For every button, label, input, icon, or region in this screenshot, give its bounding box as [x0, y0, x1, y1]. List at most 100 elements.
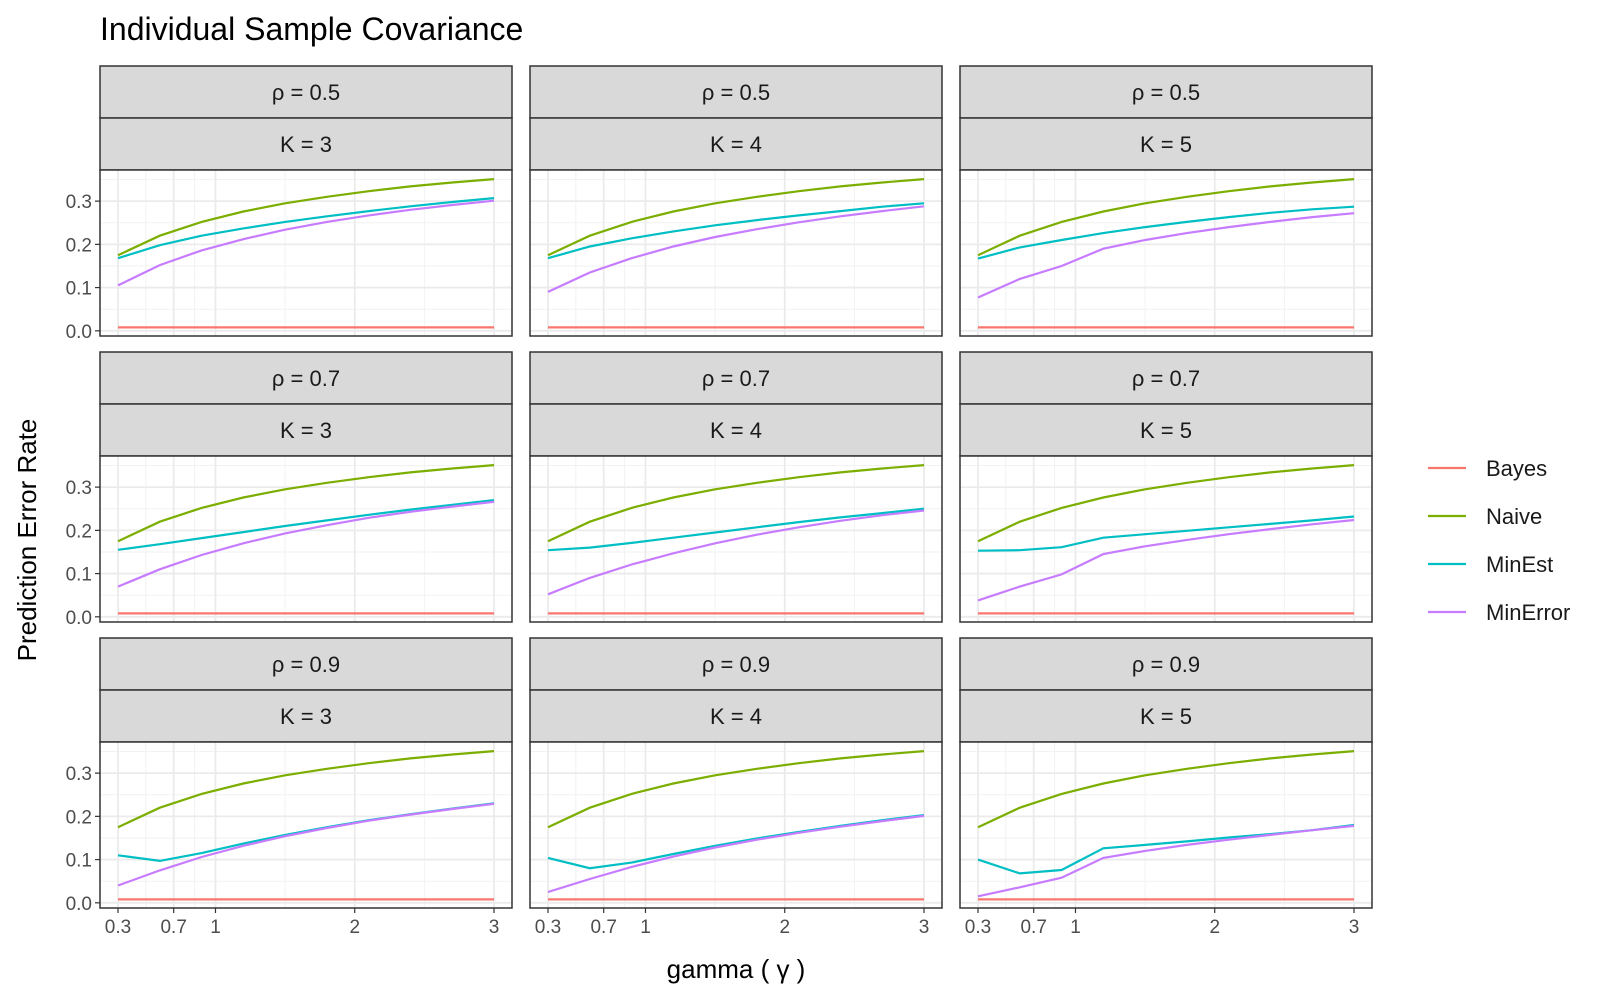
strip-rho-label: ρ = 0.7	[272, 366, 340, 391]
x-tick-label: 0.7	[160, 917, 186, 938]
strip-rho	[99, 65, 513, 119]
strip-rho-label: ρ = 0.5	[1132, 80, 1200, 105]
series-line-minest	[977, 205, 1355, 260]
strip-k	[99, 117, 513, 171]
y-tick-label: 0.1	[66, 565, 92, 586]
strip-rho-label: ρ = 0.9	[1132, 652, 1200, 677]
plot-border	[99, 741, 513, 909]
x-tick-label: 0.3	[965, 917, 991, 938]
x-tick-label: 2	[349, 917, 360, 938]
series-line-minerror	[547, 205, 925, 293]
legend-label: MinEst	[1486, 552, 1553, 577]
facet-panel: ρ = 0.7 K = 3 0.0 0.1 0.2 0.3	[66, 351, 513, 629]
strip-k	[99, 689, 513, 743]
plot-border	[99, 455, 513, 623]
series-line-naive	[547, 464, 925, 543]
x-tick-label: 3	[919, 917, 930, 938]
series-line-minerror	[117, 199, 495, 287]
series-line-minerror	[547, 509, 925, 596]
x-tick-label: 0.3	[105, 917, 131, 938]
series-line-minest	[547, 507, 925, 552]
strip-k-label: K = 5	[1140, 418, 1192, 443]
facet-panel: ρ = 0.5 K = 5	[959, 65, 1373, 337]
facet-panel: ρ = 0.5 K = 3 0.0 0.1 0.2 0.3	[66, 65, 513, 343]
strip-rho	[99, 351, 513, 405]
y-tick-label: 0.2	[66, 521, 92, 542]
x-tick-label: 3	[489, 917, 500, 938]
x-tick-label: 2	[1209, 917, 1220, 938]
plot-border	[959, 455, 1373, 623]
y-axis-label: Prediction Error Rate	[12, 419, 42, 662]
legend-label: MinError	[1486, 600, 1570, 625]
y-tick-label: 0.0	[66, 608, 92, 629]
strip-rho	[529, 65, 943, 119]
facet-panel: ρ = 0.5 K = 4	[529, 65, 943, 337]
plot-border	[529, 169, 943, 337]
plot-background	[530, 170, 942, 336]
x-tick-label: 1	[210, 917, 221, 938]
strip-rho	[529, 637, 943, 691]
legend: Bayes Naive MinEst MinError	[1428, 456, 1570, 625]
facet-panel: ρ = 0.7 K = 4	[529, 351, 943, 623]
strip-k-label: K = 3	[280, 132, 332, 157]
strip-k	[529, 689, 943, 743]
strip-k	[959, 689, 1373, 743]
series-line-minerror	[117, 802, 495, 887]
strip-k-label: K = 4	[710, 704, 762, 729]
series-line-naive	[117, 750, 495, 829]
series-line-naive	[117, 178, 495, 257]
strip-k-label: K = 4	[710, 132, 762, 157]
strip-k-label: K = 3	[280, 704, 332, 729]
series-line-naive	[117, 464, 495, 543]
facet-panel: ρ = 0.9 K = 3 0.0 0.1 0.2 0.3 0.3 0.7 1 2 3	[66, 637, 513, 938]
strip-rho-label: ρ = 0.7	[702, 366, 770, 391]
legend-item: Naive	[1428, 504, 1542, 529]
plot-background	[100, 742, 512, 908]
series-line-minerror	[977, 518, 1355, 602]
plot-background	[530, 742, 942, 908]
strip-k-label: K = 3	[280, 418, 332, 443]
x-tick-label: 0.7	[590, 917, 616, 938]
legend-label: Bayes	[1486, 456, 1547, 481]
series-line-naive	[977, 464, 1355, 543]
series-line-minest	[117, 197, 495, 260]
chart-title: Individual Sample Covariance	[100, 11, 523, 47]
strip-k	[529, 117, 943, 171]
plot-background	[960, 456, 1372, 622]
x-tick-label: 1	[640, 917, 651, 938]
series-line-minest	[117, 499, 495, 551]
legend-item: MinError	[1428, 600, 1570, 625]
plot-border	[529, 455, 943, 623]
series-line-minerror	[547, 814, 925, 894]
legend-item: Bayes	[1428, 456, 1547, 481]
series-line-minerror	[977, 212, 1355, 299]
strip-rho	[529, 351, 943, 405]
plot-background	[100, 170, 512, 336]
plot-border	[959, 169, 1373, 337]
strip-rho	[959, 637, 1373, 691]
series-line-naive	[977, 750, 1355, 829]
plot-border	[959, 741, 1373, 909]
x-axis-label: gamma ( γ )	[667, 954, 806, 984]
strip-rho-label: ρ = 0.5	[272, 80, 340, 105]
facet-panel: ρ = 0.9 K = 4 0.3 0.7 1 2 3	[529, 637, 943, 938]
series-line-minerror	[117, 500, 495, 588]
series-line-minerror	[977, 824, 1355, 898]
y-tick-label: 0.0	[66, 322, 92, 343]
series-line-naive	[977, 178, 1355, 257]
strip-rho-label: ρ = 0.7	[1132, 366, 1200, 391]
strip-rho	[959, 351, 1373, 405]
strip-rho-label: ρ = 0.9	[272, 652, 340, 677]
strip-k	[959, 403, 1373, 457]
y-tick-label: 0.0	[66, 894, 92, 915]
x-tick-label: 2	[779, 917, 790, 938]
y-tick-label: 0.2	[66, 235, 92, 256]
facet-panel: ρ = 0.9 K = 5 0.3 0.7 1 2 3	[959, 637, 1373, 938]
plot-background	[100, 456, 512, 622]
strip-rho	[99, 637, 513, 691]
y-tick-label: 0.1	[66, 279, 92, 300]
strip-k-label: K = 5	[1140, 132, 1192, 157]
strip-rho-label: ρ = 0.9	[702, 652, 770, 677]
plot-background	[960, 170, 1372, 336]
